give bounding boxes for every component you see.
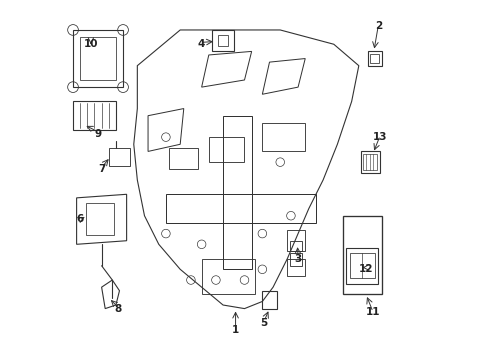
Bar: [169, 148, 198, 169]
Bar: [208, 137, 244, 162]
Bar: [287, 258, 305, 276]
Bar: [287, 230, 305, 251]
Text: 6: 6: [77, 214, 83, 224]
Text: 10: 10: [83, 39, 98, 49]
Text: 5: 5: [260, 318, 267, 328]
Bar: [262, 291, 276, 309]
Text: 7: 7: [98, 164, 105, 174]
Text: 13: 13: [372, 132, 386, 142]
Bar: [360, 152, 380, 173]
Bar: [85, 203, 114, 235]
Text: 3: 3: [294, 253, 301, 264]
Bar: [262, 123, 305, 152]
Bar: [342, 216, 381, 294]
Bar: [217, 35, 228, 46]
Bar: [363, 154, 377, 170]
Bar: [289, 241, 302, 251]
Bar: [212, 30, 233, 51]
Text: 2: 2: [374, 21, 381, 31]
Text: 11: 11: [365, 307, 380, 317]
Bar: [289, 253, 302, 266]
Bar: [349, 253, 374, 278]
Text: 12: 12: [358, 264, 372, 274]
Text: 9: 9: [94, 129, 102, 139]
Bar: [346, 248, 378, 284]
Bar: [201, 258, 255, 294]
Text: 1: 1: [231, 325, 239, 335]
Bar: [367, 51, 381, 66]
Text: 8: 8: [114, 303, 121, 314]
Text: 4: 4: [198, 39, 205, 49]
Bar: [108, 148, 130, 166]
Bar: [369, 54, 378, 63]
